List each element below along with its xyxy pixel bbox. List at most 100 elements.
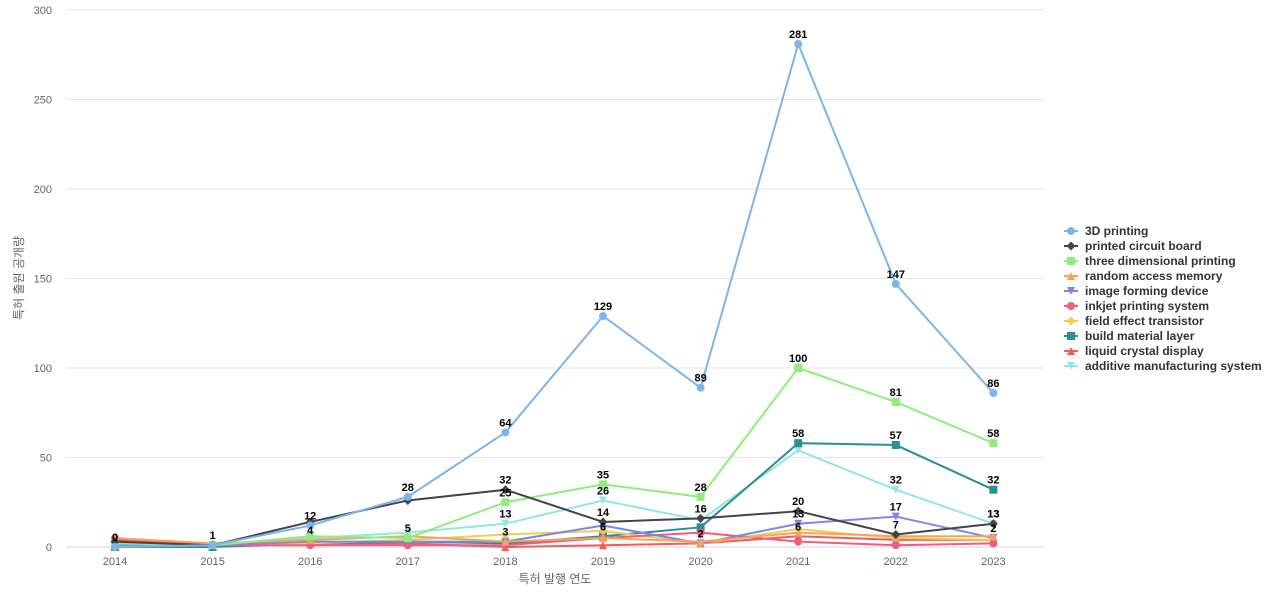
legend-item[interactable]: three dimensional printing bbox=[1064, 254, 1236, 268]
series-line bbox=[115, 442, 994, 548]
legend-item[interactable]: build material layer bbox=[1064, 329, 1195, 343]
data-point bbox=[793, 506, 803, 516]
data-point bbox=[696, 492, 705, 501]
legend-item[interactable]: additive manufacturing system bbox=[1064, 359, 1262, 373]
legend-label: field effect transistor bbox=[1085, 314, 1204, 328]
data-point bbox=[500, 485, 510, 495]
data-label: 1 bbox=[210, 530, 216, 542]
legend-item[interactable]: printed circuit board bbox=[1064, 239, 1202, 253]
legend-label: random access memory bbox=[1085, 269, 1223, 283]
legend-label: liquid crystal display bbox=[1085, 344, 1204, 358]
data-label: 13 bbox=[499, 509, 511, 521]
data-label: 64 bbox=[499, 417, 512, 429]
data-label: 32 bbox=[987, 475, 999, 487]
y-tick-label: 150 bbox=[34, 274, 52, 286]
data-label: 6 bbox=[600, 521, 606, 533]
data-label: 58 bbox=[792, 428, 804, 440]
series-line bbox=[114, 531, 994, 547]
data-label: 25 bbox=[499, 487, 511, 499]
data-point bbox=[501, 498, 510, 507]
legend-item[interactable]: liquid crystal display bbox=[1064, 344, 1204, 358]
data-point bbox=[500, 529, 510, 539]
x-tick-label: 2019 bbox=[591, 556, 615, 568]
legend-label: build material layer bbox=[1085, 329, 1195, 343]
data-point bbox=[989, 389, 998, 398]
data-label: 17 bbox=[890, 502, 902, 514]
legend-marker bbox=[1066, 316, 1076, 326]
data-point bbox=[989, 532, 998, 541]
legend-item[interactable]: image forming device bbox=[1064, 284, 1209, 298]
data-point bbox=[891, 485, 900, 494]
data-point bbox=[403, 534, 412, 543]
data-label: 2 bbox=[698, 528, 704, 540]
legend-label: three dimensional printing bbox=[1085, 254, 1236, 268]
x-tick-label: 2017 bbox=[396, 556, 420, 568]
x-tick-label: 2015 bbox=[200, 556, 224, 568]
legend-label: 3D printing bbox=[1085, 224, 1148, 238]
data-point bbox=[794, 528, 803, 537]
y-tick-label: 300 bbox=[34, 5, 52, 17]
data-label: 0 bbox=[112, 532, 118, 544]
data-label: 147 bbox=[887, 269, 905, 281]
data-label: 4 bbox=[307, 525, 314, 537]
data-label: 57 bbox=[890, 430, 902, 442]
legend-item[interactable]: 3D printing bbox=[1064, 224, 1148, 238]
series-2 bbox=[111, 364, 998, 550]
y-tick-label: 0 bbox=[46, 542, 52, 554]
data-label: 129 bbox=[594, 301, 612, 313]
data-point bbox=[794, 439, 803, 448]
legend-item[interactable]: field effect transistor bbox=[1064, 314, 1204, 328]
data-point bbox=[891, 398, 900, 407]
series-line bbox=[114, 43, 995, 548]
legend-marker bbox=[1067, 332, 1075, 340]
data-label: 2 bbox=[990, 523, 996, 535]
data-point bbox=[989, 539, 998, 548]
data-point bbox=[599, 534, 607, 543]
data-label: 100 bbox=[789, 353, 807, 365]
x-tick-label: 2021 bbox=[786, 556, 810, 568]
legend-marker bbox=[1067, 287, 1075, 295]
legend-item[interactable]: random access memory bbox=[1064, 269, 1223, 283]
data-point bbox=[501, 428, 510, 437]
data-point bbox=[891, 512, 900, 521]
data-label: 26 bbox=[597, 485, 609, 497]
data-label: 3 bbox=[502, 527, 508, 539]
data-point bbox=[794, 537, 803, 546]
x-tick-label: 2022 bbox=[884, 556, 908, 568]
x-axis-title: 특허 발행 연도 bbox=[519, 571, 592, 586]
legend-marker bbox=[1067, 227, 1075, 235]
legend-label: image forming device bbox=[1085, 284, 1209, 298]
data-point bbox=[598, 517, 608, 527]
data-label: 7 bbox=[893, 519, 899, 531]
x-tick-label: 2016 bbox=[298, 556, 322, 568]
legend-marker bbox=[1067, 347, 1075, 355]
data-point bbox=[599, 312, 607, 321]
legend-item[interactable]: inkjet printing system bbox=[1064, 299, 1209, 313]
data-point bbox=[696, 537, 705, 546]
data-label: 13 bbox=[987, 509, 999, 521]
data-point bbox=[696, 383, 705, 392]
data-point bbox=[891, 279, 900, 288]
y-tick-label: 100 bbox=[34, 363, 52, 375]
data-point bbox=[599, 480, 607, 489]
legend-marker bbox=[1066, 241, 1076, 251]
data-label: 28 bbox=[694, 482, 706, 494]
data-point bbox=[891, 541, 900, 550]
data-label: 20 bbox=[792, 496, 804, 508]
data-point bbox=[696, 528, 705, 537]
data-point bbox=[794, 519, 803, 528]
data-label: 32 bbox=[499, 475, 511, 487]
x-axis-ticks: 2014 2015 2016 2017 2018 2019 2020 2021 2022 2023 bbox=[103, 556, 1006, 568]
data-label: 89 bbox=[694, 373, 706, 385]
grid-lines bbox=[66, 9, 1044, 548]
data-label: 14 bbox=[597, 507, 610, 519]
data-label: 12 bbox=[304, 511, 316, 523]
series-1 bbox=[110, 485, 998, 550]
data-point bbox=[501, 519, 510, 528]
data-label: 28 bbox=[402, 482, 414, 494]
data-label: 281 bbox=[789, 29, 807, 41]
x-tick-label: 2023 bbox=[981, 556, 1005, 568]
data-label: 32 bbox=[890, 475, 902, 487]
data-point bbox=[306, 521, 315, 530]
